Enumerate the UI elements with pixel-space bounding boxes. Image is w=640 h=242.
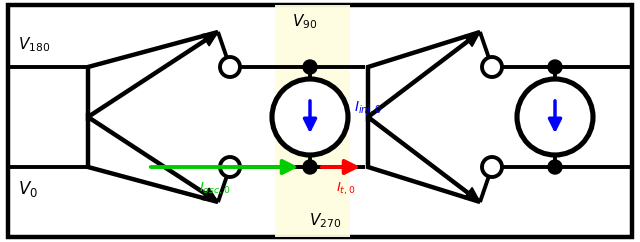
Text: $I_{inj,0}$: $I_{inj,0}$ [354,100,382,118]
Polygon shape [202,32,218,46]
Circle shape [517,79,593,155]
Polygon shape [464,188,480,202]
FancyBboxPatch shape [275,5,350,237]
Text: $V_{180}$: $V_{180}$ [18,36,50,54]
Circle shape [482,157,502,177]
Text: $V_{90}$: $V_{90}$ [292,12,317,31]
Circle shape [303,60,317,74]
Circle shape [303,160,317,174]
Circle shape [548,160,562,174]
Polygon shape [202,188,218,202]
Text: $I_{osc,0}$: $I_{osc,0}$ [199,181,230,197]
FancyBboxPatch shape [8,5,632,237]
Text: $V_{270}$: $V_{270}$ [309,211,341,230]
Circle shape [220,157,240,177]
Circle shape [220,57,240,77]
Text: $V_0$: $V_0$ [18,179,38,199]
Polygon shape [464,32,480,46]
Circle shape [482,57,502,77]
Circle shape [272,79,348,155]
Circle shape [548,60,562,74]
Text: $I_{t,0}$: $I_{t,0}$ [336,181,356,197]
